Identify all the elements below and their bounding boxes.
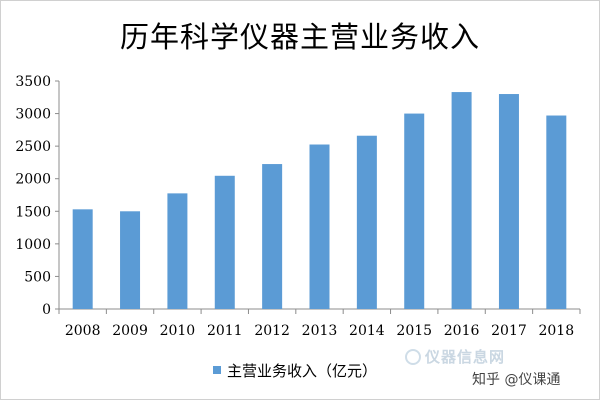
bar bbox=[356, 135, 377, 309]
x-tick-label: 2014 bbox=[349, 323, 385, 339]
attribution-text: 知乎 @仪课通 bbox=[472, 372, 561, 388]
y-tick-label: 3000 bbox=[15, 107, 51, 123]
bar bbox=[451, 92, 472, 310]
chart-title: 历年科学仪器主营业务收入 bbox=[119, 20, 480, 54]
bar bbox=[262, 164, 283, 309]
legend: 主营业务收入（亿元） bbox=[213, 361, 378, 380]
bar bbox=[309, 144, 330, 309]
y-tick-label: 1500 bbox=[15, 204, 51, 220]
bar bbox=[167, 193, 188, 309]
x-tick-label: 2016 bbox=[444, 323, 480, 339]
x-tick-label: 2009 bbox=[112, 323, 148, 339]
x-tick-label: 2010 bbox=[160, 323, 196, 339]
y-tick-label: 2500 bbox=[15, 139, 51, 155]
watermark-logo-icon bbox=[405, 348, 421, 365]
x-tick-label: 2015 bbox=[396, 323, 432, 339]
y-tick-label: 500 bbox=[24, 269, 51, 285]
bar bbox=[546, 115, 567, 309]
y-tick-label: 1000 bbox=[15, 237, 51, 253]
x-tick-label: 2011 bbox=[207, 323, 243, 339]
bar bbox=[120, 211, 141, 309]
y-tick-label: 3500 bbox=[15, 74, 51, 90]
legend-label: 主营业务收入（亿元） bbox=[227, 361, 378, 380]
bar bbox=[404, 113, 425, 309]
x-tick-label: 2008 bbox=[65, 323, 101, 339]
x-tick-label: 2017 bbox=[491, 323, 527, 339]
watermark: 仪器信息网 bbox=[405, 346, 505, 367]
y-tick-label: 0 bbox=[42, 302, 51, 318]
y-tick-label: 2000 bbox=[15, 172, 51, 188]
x-tick-label: 2013 bbox=[302, 323, 338, 339]
watermark-text: 仪器信息网 bbox=[425, 348, 506, 366]
x-tick-label: 2018 bbox=[538, 323, 574, 339]
bar bbox=[498, 94, 519, 310]
legend-swatch bbox=[213, 366, 221, 374]
x-tick-label: 2012 bbox=[254, 323, 290, 339]
bar bbox=[72, 209, 93, 309]
bar bbox=[214, 175, 235, 309]
